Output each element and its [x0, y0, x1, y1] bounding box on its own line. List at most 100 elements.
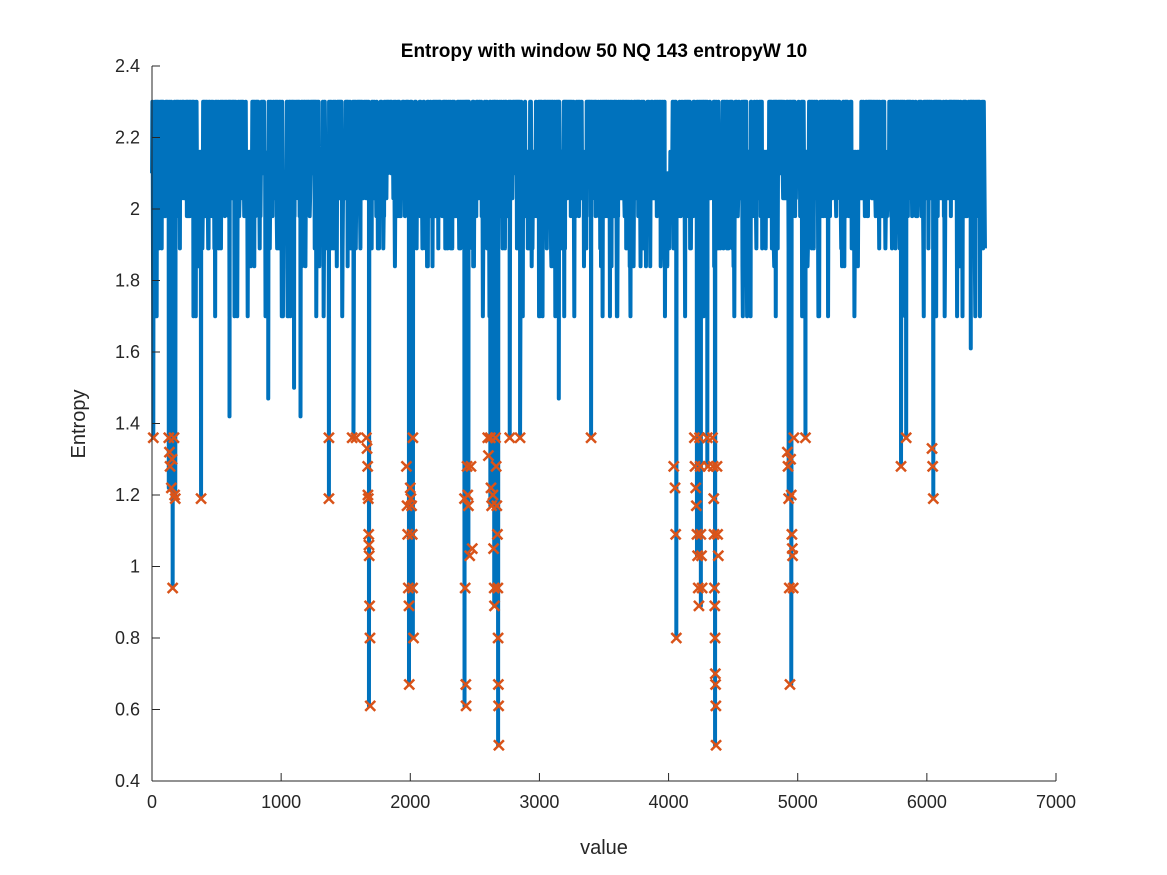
data-marker [782, 460, 794, 473]
data-marker [503, 431, 516, 444]
series-line [150, 99, 987, 748]
data-marker [460, 700, 472, 712]
x-tick-label: 4000 [649, 792, 689, 812]
data-marker [488, 582, 501, 594]
data-marker [691, 528, 703, 541]
data-marker [707, 492, 720, 505]
data-marker [362, 492, 375, 505]
data-marker [489, 431, 502, 444]
data-marker [709, 667, 722, 680]
x-axis-label: value [580, 837, 628, 859]
data-marker [403, 678, 416, 691]
data-marker [363, 599, 376, 612]
data-marker [166, 582, 179, 594]
data-marker [710, 739, 722, 752]
data-marker [350, 431, 362, 444]
data-marker [708, 599, 721, 612]
data-marker [463, 549, 476, 562]
data-marker [895, 460, 907, 473]
data-marker [403, 599, 415, 612]
data-marker [492, 700, 505, 712]
data-marker [490, 460, 503, 473]
data-marker [487, 542, 500, 555]
data-marker [165, 481, 178, 494]
data-marker [168, 489, 181, 501]
data-marker [669, 481, 681, 494]
y-tick-label: 0.6 [115, 700, 140, 720]
tick-labels: 0 1000 2000 3000 4000 5000 6000 7000 0.4 0.6 0.8 1 1… [115, 56, 1076, 812]
data-marker [667, 460, 680, 473]
data-marker [707, 460, 720, 473]
data-marker [799, 431, 812, 444]
data-marker [709, 678, 722, 691]
data-marker [786, 528, 798, 541]
data-marker [711, 528, 724, 541]
data-marker [461, 460, 473, 473]
x-tick-label: 7000 [1036, 792, 1076, 812]
y-tick-label: 1.6 [115, 342, 140, 362]
data-marker [465, 460, 477, 473]
data-marker [166, 453, 178, 466]
axes [151, 65, 1057, 782]
data-marker [405, 499, 418, 512]
x-tick-label: 6000 [907, 792, 947, 812]
data-marker [462, 499, 475, 512]
data-marker [900, 431, 913, 444]
data-marker [786, 549, 799, 562]
data-marker [147, 431, 160, 444]
data-marker [364, 632, 376, 644]
data-marker [490, 499, 503, 512]
y-tick-label: 0.8 [115, 628, 140, 648]
data-marker [323, 492, 335, 505]
x-tick-label: 3000 [519, 792, 559, 812]
data-marker [363, 549, 376, 562]
data-marker [361, 442, 373, 455]
series-marker-group [147, 431, 940, 752]
data-marker [195, 492, 207, 505]
data-marker [163, 446, 176, 458]
data-marker [689, 481, 702, 494]
data-marker [787, 431, 800, 444]
data-marker [781, 446, 794, 458]
y-tick-label: 2.2 [115, 128, 140, 148]
data-marker [927, 492, 940, 505]
data-marker [361, 460, 374, 473]
data-marker [785, 489, 798, 501]
y-tick-label: 2 [130, 199, 140, 219]
data-marker [690, 499, 703, 512]
y-tick-label: 1.4 [115, 414, 140, 434]
data-marker [407, 632, 420, 644]
data-marker [406, 528, 419, 541]
data-marker [514, 431, 526, 444]
data-marker [492, 678, 505, 691]
data-marker [169, 492, 182, 505]
data-marker [400, 460, 413, 473]
y-tick-label: 1 [130, 557, 140, 577]
series-line-group [150, 99, 987, 748]
data-marker [362, 489, 374, 501]
data-marker [709, 700, 722, 712]
data-marker [695, 549, 708, 562]
data-marker [491, 582, 504, 594]
data-marker [585, 431, 597, 444]
data-marker [711, 460, 723, 473]
data-marker [491, 528, 504, 541]
y-tick-label: 0.4 [115, 771, 140, 791]
data-marker [459, 678, 472, 691]
data-marker [693, 599, 705, 612]
data-marker [402, 582, 415, 594]
data-marker [323, 431, 335, 444]
data-marker [168, 431, 180, 444]
x-tick-label: 1000 [261, 792, 301, 812]
data-marker [709, 632, 721, 644]
data-marker [708, 528, 720, 541]
data-marker [784, 453, 797, 466]
data-marker [926, 460, 939, 473]
data-marker [706, 431, 719, 444]
data-marker [466, 542, 479, 555]
data-marker [406, 582, 419, 594]
data-marker [783, 582, 796, 594]
x-tick-label: 2000 [390, 792, 430, 812]
data-marker [363, 539, 375, 551]
